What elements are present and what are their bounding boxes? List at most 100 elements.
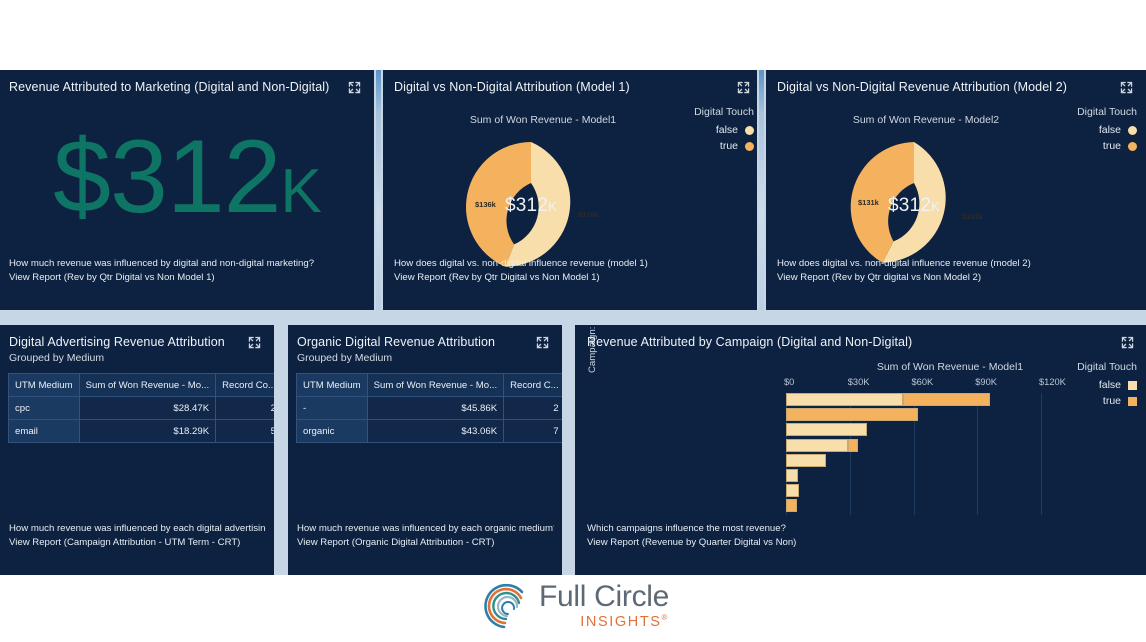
panel-divider (374, 70, 383, 310)
panel-title: Digital vs Non-Digital Revenue Attributi… (777, 80, 1068, 94)
panel-revenue-attributed-to-marketing: Revenue Attributed to Marketing (Digital… (0, 70, 374, 310)
panel-title: Organic Digital Revenue Attribution (297, 335, 496, 349)
column-header[interactable]: UTM Medium (296, 373, 368, 397)
legend-swatch-true-icon (1128, 141, 1137, 151)
bar-segment-false[interactable] (786, 438, 848, 452)
panel-organic-digital-revenue-attribution: Organic Digital Revenue Attribution Grou… (288, 325, 562, 575)
bar-row[interactable] (575, 484, 1146, 498)
bar-segment-true[interactable] (786, 408, 918, 422)
gridline (977, 393, 979, 515)
bar-row[interactable] (575, 499, 1146, 513)
expand-icon[interactable] (1121, 336, 1134, 349)
table-header-row: UTM Medium Sum of Won Revenue - Mo... Re… (296, 373, 562, 397)
donut-chart-model2 (839, 132, 989, 282)
footer-logo-area: Full Circle INSIGHTS® (0, 575, 1146, 642)
legend-digital-touch: Digital Touch false true (694, 106, 754, 156)
axis-measure-label: Sum of Won Revenue - Model1 (876, 361, 1024, 373)
brand-name: Full Circle (539, 580, 670, 614)
brand-logo: Full Circle INSIGHTS® (478, 580, 669, 632)
legend-label: true (1102, 140, 1121, 152)
bar-segment-false[interactable] (786, 393, 903, 406)
view-report-link[interactable]: View Report (Rev by Qtr Digital vs Non M… (394, 271, 600, 283)
brand-tagline-text: INSIGHTS (580, 614, 662, 631)
view-report-link[interactable]: View Report (Rev by Qtr Digital vs Non M… (9, 271, 215, 283)
panel-question: How does digital vs. non-digital influen… (777, 258, 1031, 269)
full-circle-spiral-icon (484, 583, 524, 629)
bar-row[interactable] (575, 438, 1146, 452)
table-row[interactable]: email $18.29K 5 (8, 419, 274, 443)
bar-segment-true[interactable] (786, 499, 797, 513)
x-axis-tick-label: $120K (1039, 377, 1066, 387)
donut-center-value: $312K (839, 195, 989, 217)
view-report-link[interactable]: View Report (Campaign Attribution - UTM … (9, 536, 241, 548)
bar-segment-false[interactable] (786, 469, 798, 482)
donut-center-number: $312 (888, 195, 932, 216)
view-report-link[interactable]: View Report (Rev by Qtr digital vs Non M… (777, 271, 982, 283)
panel-revenue-attributed-by-campaign: Revenue Attributed by Campaign (Digital … (575, 325, 1146, 575)
x-axis-tick-label: $30K (847, 377, 870, 387)
bar-row[interactable] (575, 423, 1146, 437)
expand-icon[interactable] (1120, 81, 1133, 94)
donut-segment-label-true: $136k (475, 200, 496, 209)
brand-wordmark: Full Circle INSIGHTS® (539, 580, 670, 631)
view-report-link[interactable]: View Report (Revenue by Quarter Digital … (587, 536, 797, 548)
cell-utm-medium: cpc (8, 396, 80, 420)
cell-record-count: 2 (215, 396, 274, 420)
gridline (849, 393, 851, 515)
column-header[interactable]: Record Co... (215, 373, 274, 397)
panel-footer: How much revenue was influenced by each … (297, 522, 554, 549)
expand-icon[interactable] (536, 336, 549, 349)
legend-title: Digital Touch (694, 106, 754, 118)
data-table-organic: UTM Medium Sum of Won Revenue - Mo... Re… (296, 373, 562, 443)
expand-icon[interactable] (348, 81, 361, 94)
view-report-link[interactable]: View Report (Organic Digital Attribution… (297, 536, 495, 548)
cell-record-count: 2 (503, 396, 562, 420)
legend-item-false[interactable]: false (1077, 124, 1137, 136)
legend-digital-touch: Digital Touch false true (1077, 361, 1137, 411)
donut-segment-false (882, 142, 946, 263)
bar-segment-false[interactable] (786, 484, 799, 498)
panel-title: Digital vs Non-Digital Attribution (Mode… (394, 80, 630, 94)
y-axis-title: Campaign: Campaign Name (587, 325, 598, 373)
bar-row[interactable] (575, 469, 1146, 482)
bar-segment-true[interactable] (847, 438, 859, 452)
column-header[interactable]: Sum of Won Revenue - Mo... (78, 373, 217, 397)
column-header[interactable]: UTM Medium (8, 373, 80, 397)
brand-tagline: INSIGHTS® (539, 614, 669, 631)
expand-icon[interactable] (248, 336, 261, 349)
table-row[interactable]: - $45.86K 2 (296, 396, 562, 420)
expand-icon[interactable] (737, 81, 750, 94)
bar-row[interactable] (575, 453, 1146, 467)
panel-question: How much revenue was influenced by digit… (9, 258, 315, 269)
donut-center-suffix: K (931, 199, 940, 214)
legend-item-true[interactable]: true (1077, 140, 1137, 152)
bar-segment-true[interactable] (902, 393, 990, 406)
column-header[interactable]: Record C... (503, 373, 562, 397)
big-metric-suffix: K (280, 157, 322, 226)
bar-segment-false[interactable] (786, 423, 867, 437)
legend-label: false (715, 124, 738, 136)
donut-segment-false (505, 142, 571, 267)
big-metric-value: $312K (0, 122, 374, 247)
panel-subtitle: Grouped by Medium (297, 352, 393, 364)
column-header[interactable]: Sum of Won Revenue - Mo... (366, 373, 505, 397)
table-row[interactable]: organic $43.06K 7 (296, 419, 562, 443)
table-row[interactable]: cpc $28.47K 2 (8, 396, 274, 420)
donut-center-value: $312K (456, 195, 606, 217)
legend-item-true[interactable]: true (1077, 395, 1137, 407)
big-metric-number: $312 (53, 119, 281, 235)
legend-item-true[interactable]: true (694, 140, 754, 152)
bar-row[interactable] (575, 408, 1146, 422)
panel-question: How much revenue was influenced by each … (297, 523, 554, 534)
bar-row[interactable] (575, 393, 1146, 406)
donut-segment-true (466, 142, 531, 267)
panel-question: How much revenue was influenced by each … (9, 523, 266, 534)
panel-title: Revenue Attributed to Marketing (Digital… (9, 80, 330, 94)
legend-item-false[interactable]: false (694, 124, 754, 136)
measure-label: Sum of Won Revenue - Model1 (469, 114, 617, 126)
legend-item-false[interactable]: false (1077, 379, 1137, 391)
bar-segment-false[interactable] (786, 453, 827, 467)
donut-center-suffix: K (548, 199, 557, 214)
legend-label: false (1098, 379, 1121, 391)
